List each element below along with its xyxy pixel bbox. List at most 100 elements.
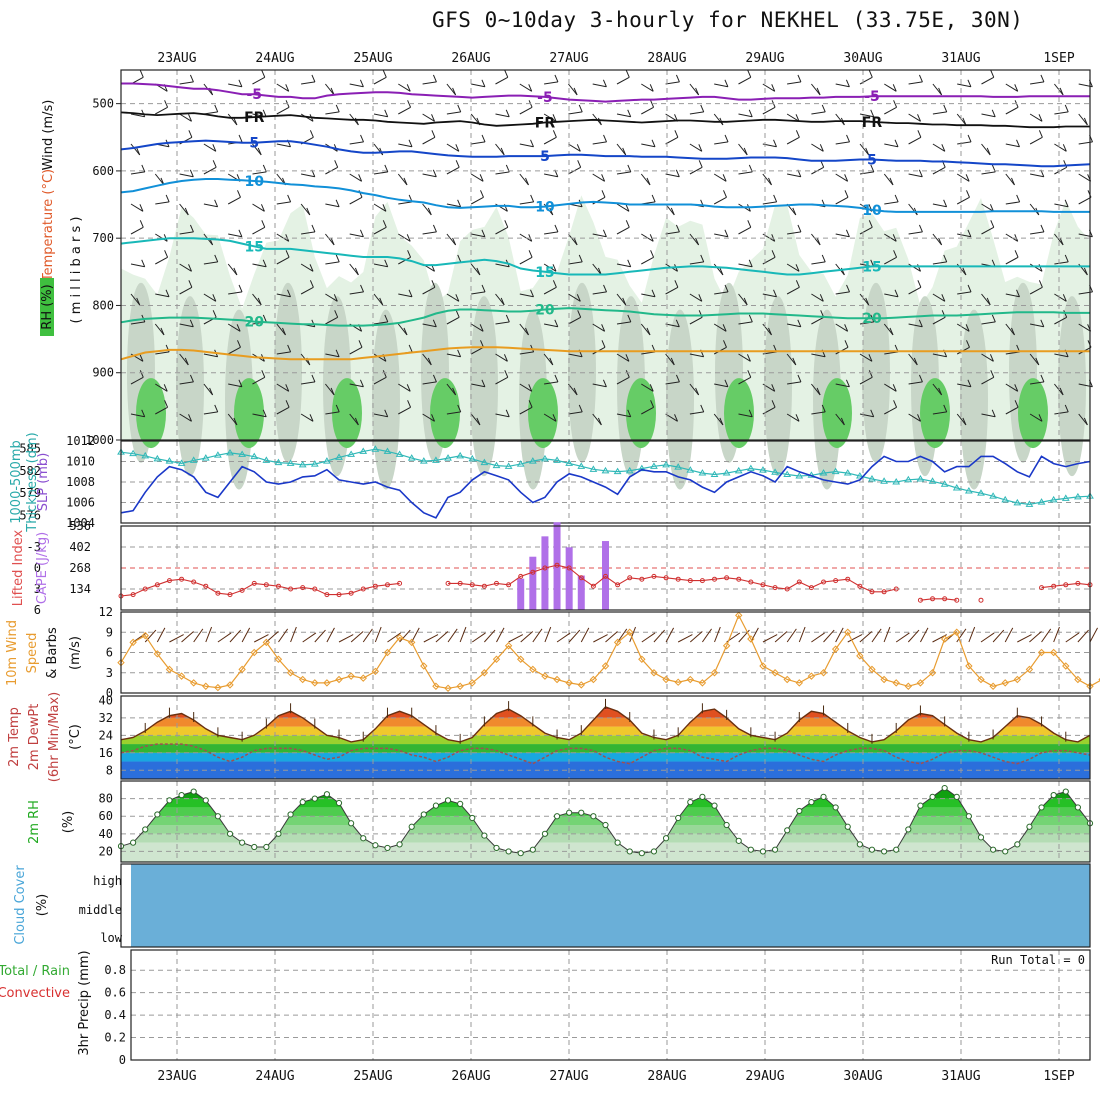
wind-barb-shaft [179,203,189,216]
lifted-index-point [663,575,669,581]
lifted-index-point [796,579,802,585]
wind-barb-shaft [981,171,996,175]
wind-barb-shaft [713,323,727,332]
wind-barb-flag [554,319,559,327]
rh-band [121,798,1090,808]
wind-barb-shaft [179,81,194,85]
wind-barb-shaft [543,136,557,145]
wind-barb-shaft [884,143,899,148]
wind-barb-flag [649,84,654,92]
wind-speed-point [1062,662,1070,670]
wind-speed-point [819,669,828,677]
wind-barb-shaft [835,413,845,426]
wind-barb-flag [962,267,967,276]
thickness-point [577,462,586,469]
wind-barb-flag [455,310,460,318]
rh-30-shade [121,195,1090,440]
wind-barb-flag [354,417,359,426]
wind-barb-flag [311,224,316,233]
wind-barb-shaft [422,353,432,366]
wind-barb-flag [670,357,675,366]
wind-barb-flag [379,297,384,306]
wind-barb-shaft [349,196,363,205]
wind-barb-flag [504,70,509,78]
wind-barb-flag [938,237,943,246]
wind-speed-point [662,675,670,684]
wind-barb-shaft [908,113,921,122]
lifted-index-point [263,582,269,588]
lifted-index-point [760,582,766,588]
thickness-point [1049,495,1058,503]
wind-barb-flag [768,327,772,336]
wind-barb-flag [285,84,290,92]
thickness-point [1013,498,1022,506]
surface-wind-barb [653,629,666,643]
wind-barb-flag [403,177,408,186]
wind-barb-flag [674,130,679,138]
date-label-top: 27AUG [549,51,588,66]
lifted-index-point [566,565,572,571]
wind-barb-flag [651,289,656,297]
wind-barb-flag [625,70,630,78]
rh-point [905,826,912,833]
surface-wind-barb [798,626,806,643]
lifted-index-point [397,580,403,586]
thickness-axis-label: 1000-500mb [9,440,24,524]
rh-band [121,825,1090,834]
wind-barb-shaft [470,173,484,182]
wind-barb-shaft [276,383,289,392]
wind-barb-shaft [228,233,243,238]
wind-barb-flag [139,70,144,78]
wind-barb-flag [382,70,387,78]
thickness-point [129,449,137,457]
wind-barb-flag [311,319,316,327]
wind-barb-shaft [544,81,559,85]
lifted-index-point [724,575,730,581]
wind-barb-shaft [908,286,922,295]
wind-barb-flag [1011,177,1015,186]
rh-90-shade [528,378,558,449]
surface-wind-barb [641,632,656,643]
isotherm-label: FR [862,115,883,131]
surface-wind-barb [362,628,373,643]
wind-barb-shaft [471,141,486,145]
thickness-point [613,467,622,475]
wind-barb-shaft [301,81,316,85]
surface-wind-barb [254,634,269,643]
rh-60-shade [960,309,988,490]
wind-barb-flag [505,314,510,323]
wind-barb-flag [285,400,290,408]
wind-barb-shaft [1054,293,1067,302]
wind-barb-shaft [641,383,654,392]
lifted-index-point [869,589,875,595]
wind-barb-shaft [155,406,168,415]
wind-barb-shaft [422,81,437,85]
wind-barb-flag [335,104,340,113]
wind-barb-flag [917,280,922,288]
wind-barb-shaft [543,113,557,122]
wind-barb-flag [188,114,192,122]
thickness-point [952,483,961,491]
rh-90-shade [430,378,460,449]
wind-barb-shaft [227,263,238,276]
lifted-index-point [142,586,148,592]
wind-barb-shaft [811,143,824,152]
thickness-tick: 579 [19,486,41,500]
wind-barb-flag [1059,237,1064,246]
wind-barb-shaft [1029,113,1043,122]
wind-barb-flag [552,414,557,422]
wind-barb-flag [990,70,995,78]
wind-barb-flag [627,109,632,117]
rh-point [420,811,427,818]
wind-speed-point [940,635,949,643]
lifted-index-point [348,590,354,596]
wind-barb-flag [743,147,748,156]
lifted-index-point [215,590,221,596]
wind-barb-shaft [932,111,947,115]
wind-barb-flag [674,280,679,288]
wind-barb-flag [962,117,967,126]
rh-point [396,841,403,848]
wind-barb-shaft [519,143,534,148]
rh2m-axis-label: 2m RH [27,800,42,844]
wind-barb-flag [238,79,243,87]
